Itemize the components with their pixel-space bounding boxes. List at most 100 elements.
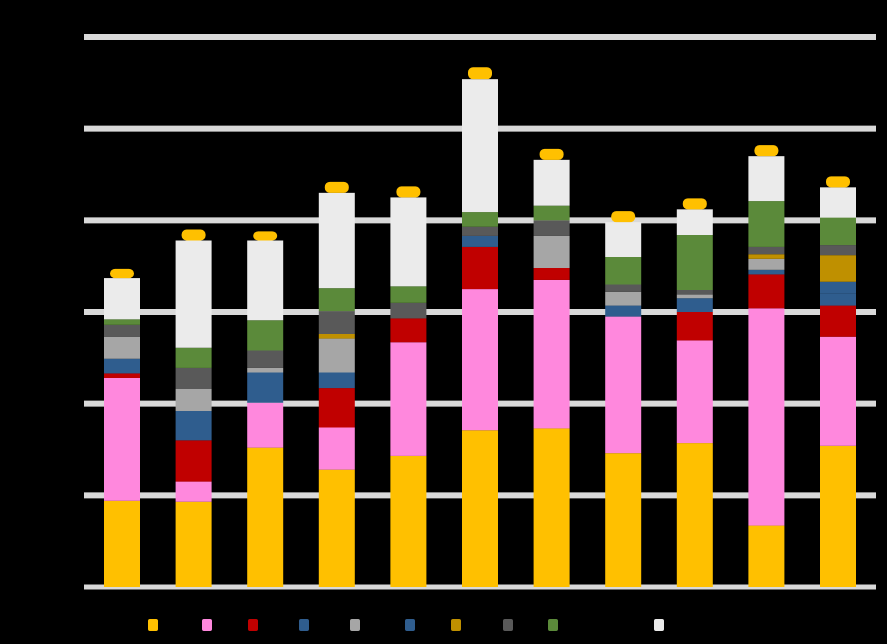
bar-segment-cap bbox=[611, 211, 636, 223]
legend-marker bbox=[654, 619, 664, 631]
legend-marker bbox=[248, 619, 258, 631]
bar-segment bbox=[533, 159, 570, 206]
bar-segment bbox=[104, 319, 140, 325]
legend bbox=[148, 619, 664, 631]
bar-segment bbox=[748, 156, 785, 202]
bar-segment bbox=[104, 278, 140, 320]
bar-segment bbox=[605, 222, 642, 257]
bar-segment bbox=[318, 372, 355, 389]
bar-segment bbox=[676, 294, 713, 299]
bar-segment bbox=[462, 430, 498, 587]
bar-segment bbox=[533, 235, 570, 268]
legend-marker bbox=[148, 619, 158, 631]
bar-segment-cap bbox=[826, 176, 850, 188]
bar-segment bbox=[175, 240, 212, 348]
bar-segment bbox=[533, 205, 570, 221]
bar-segment-cap bbox=[468, 67, 492, 80]
legend-marker bbox=[202, 619, 212, 631]
bar-segment bbox=[175, 501, 212, 587]
bar-segment bbox=[676, 312, 713, 341]
bar-segment bbox=[748, 274, 785, 309]
bar-segment bbox=[104, 500, 140, 587]
bar-segment bbox=[676, 298, 713, 312]
bar-segment bbox=[748, 269, 785, 275]
bar-segment bbox=[104, 336, 140, 359]
bar-segment bbox=[533, 220, 570, 236]
bar-segment bbox=[462, 226, 498, 236]
bar-segment bbox=[533, 428, 570, 587]
bar-segment bbox=[748, 308, 785, 526]
bar-segment bbox=[247, 447, 284, 587]
bar-segment bbox=[318, 338, 355, 373]
bar-segment-cap bbox=[110, 268, 134, 279]
bar-segment bbox=[318, 288, 355, 312]
bar-segment bbox=[175, 440, 212, 482]
bar-segment bbox=[318, 388, 355, 428]
bar-segment bbox=[748, 246, 785, 255]
bar-segment bbox=[820, 187, 856, 218]
bar-segment bbox=[748, 258, 785, 270]
bar-segment bbox=[318, 427, 355, 470]
bar-segment bbox=[247, 402, 284, 448]
bar-segment bbox=[676, 340, 713, 444]
bar-segment-cap bbox=[754, 145, 779, 157]
bar-segment bbox=[247, 240, 284, 321]
bar-segment-cap bbox=[682, 198, 707, 210]
bar-segment bbox=[390, 318, 427, 343]
bar-segment bbox=[820, 281, 856, 294]
bar-segment bbox=[175, 367, 212, 389]
legend-marker bbox=[350, 619, 360, 631]
bar-segment bbox=[318, 311, 355, 334]
bar-segment bbox=[820, 293, 856, 306]
bar-segment-cap bbox=[324, 181, 349, 193]
bar-segment bbox=[318, 192, 355, 289]
bar-segment bbox=[676, 443, 713, 587]
bar-segment bbox=[533, 279, 570, 429]
bar-segment bbox=[605, 291, 642, 306]
bar-segment bbox=[605, 316, 642, 454]
bar-segment bbox=[390, 286, 427, 303]
bar-segment bbox=[318, 469, 355, 587]
legend-marker bbox=[503, 619, 513, 631]
bar-segment bbox=[175, 389, 212, 411]
bar-segment bbox=[390, 302, 427, 319]
bar-segment bbox=[104, 324, 140, 337]
bar-segment bbox=[748, 201, 785, 247]
bar-segment bbox=[462, 235, 498, 247]
bar-segment bbox=[247, 350, 284, 368]
bar-segment bbox=[820, 255, 856, 282]
bar-segment bbox=[605, 453, 642, 587]
bar-segment-cap bbox=[396, 186, 421, 198]
bar-segment bbox=[104, 358, 140, 374]
bar-segment bbox=[175, 411, 212, 441]
bar-segment bbox=[820, 445, 856, 587]
bar-segment bbox=[247, 372, 284, 403]
bar-segment bbox=[390, 342, 427, 456]
bar-segment bbox=[318, 334, 355, 339]
bar-segment-cap bbox=[253, 231, 278, 241]
bar-segment bbox=[462, 289, 498, 431]
bar-segment bbox=[820, 305, 856, 337]
bar-segment bbox=[175, 347, 212, 368]
bar-segment bbox=[247, 320, 284, 351]
bar-segment bbox=[676, 209, 713, 235]
legend-marker bbox=[548, 619, 558, 631]
bar-segment bbox=[390, 197, 427, 287]
bar-segment bbox=[748, 254, 785, 259]
bar-segment bbox=[676, 290, 713, 295]
bar-segment bbox=[247, 367, 284, 373]
bar-segment bbox=[104, 373, 140, 378]
bar-segment bbox=[533, 268, 570, 280]
bar-segment bbox=[462, 246, 498, 290]
bar-stacks bbox=[104, 67, 856, 587]
bar-segment bbox=[462, 79, 498, 213]
legend-marker bbox=[451, 619, 461, 631]
bar-segment bbox=[390, 455, 427, 587]
bar-segment-cap bbox=[539, 148, 564, 160]
bar-segment bbox=[104, 378, 140, 501]
legend-marker bbox=[299, 619, 309, 631]
bar-segment bbox=[175, 481, 212, 502]
bar-segment-cap bbox=[181, 229, 206, 241]
